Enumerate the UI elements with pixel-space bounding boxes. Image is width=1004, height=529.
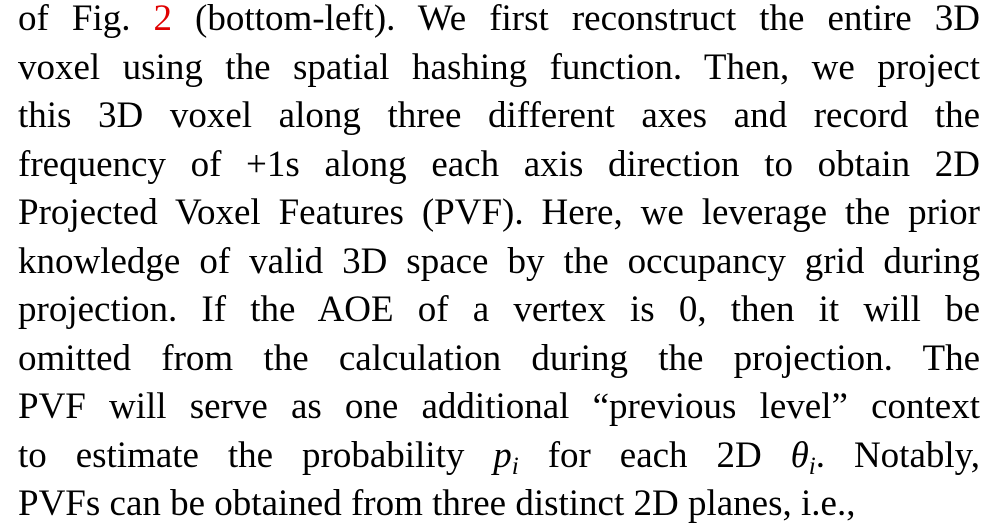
text-line-7: projection. If the AOE of a vertex is 0,…: [18, 289, 980, 330]
text-line-10-end: . Notably,: [815, 434, 980, 476]
text-line-10-start: to estimate the probability: [18, 434, 494, 476]
text-line-10-mid: for each 2D: [518, 434, 791, 476]
text-line-8: omitted from the calculation during the …: [18, 337, 980, 379]
math-p-subscript: i: [511, 452, 519, 480]
text-line-2: voxel using the spatial hashing function…: [18, 46, 980, 88]
text-line-5: Projected Voxel Features (PVF). Here, we…: [18, 192, 980, 233]
text-line-1: of Fig. 2 (bottom-left). We first recons…: [18, 0, 980, 44]
figure-reference-link[interactable]: 2: [153, 0, 173, 39]
text-line-1-end: (bottom-left). We first reconstruct the …: [172, 0, 980, 39]
text-line-10: to estimate the probability pi for each …: [18, 432, 980, 481]
text-line-9: PVF will serve as one additional “previo…: [18, 386, 980, 427]
text-line-11: PVFs can be obtained from three distinct…: [18, 483, 856, 524]
math-theta-i: θi: [790, 434, 816, 479]
text-line-3: this 3D voxel along three different axes…: [18, 95, 980, 136]
paper-paragraph: of Fig. 2 (bottom-left). We first recons…: [18, 0, 980, 529]
math-theta-subscript: i: [808, 452, 816, 480]
math-theta: θ: [790, 434, 809, 476]
text-line-1-start: of Fig.: [18, 0, 154, 39]
text-line-6: knowledge of valid 3D space by the occup…: [18, 240, 980, 282]
text-line-4: frequency of +1s along each axis directi…: [18, 143, 980, 185]
math-p: p: [493, 434, 512, 476]
math-p-i: pi: [493, 434, 519, 479]
